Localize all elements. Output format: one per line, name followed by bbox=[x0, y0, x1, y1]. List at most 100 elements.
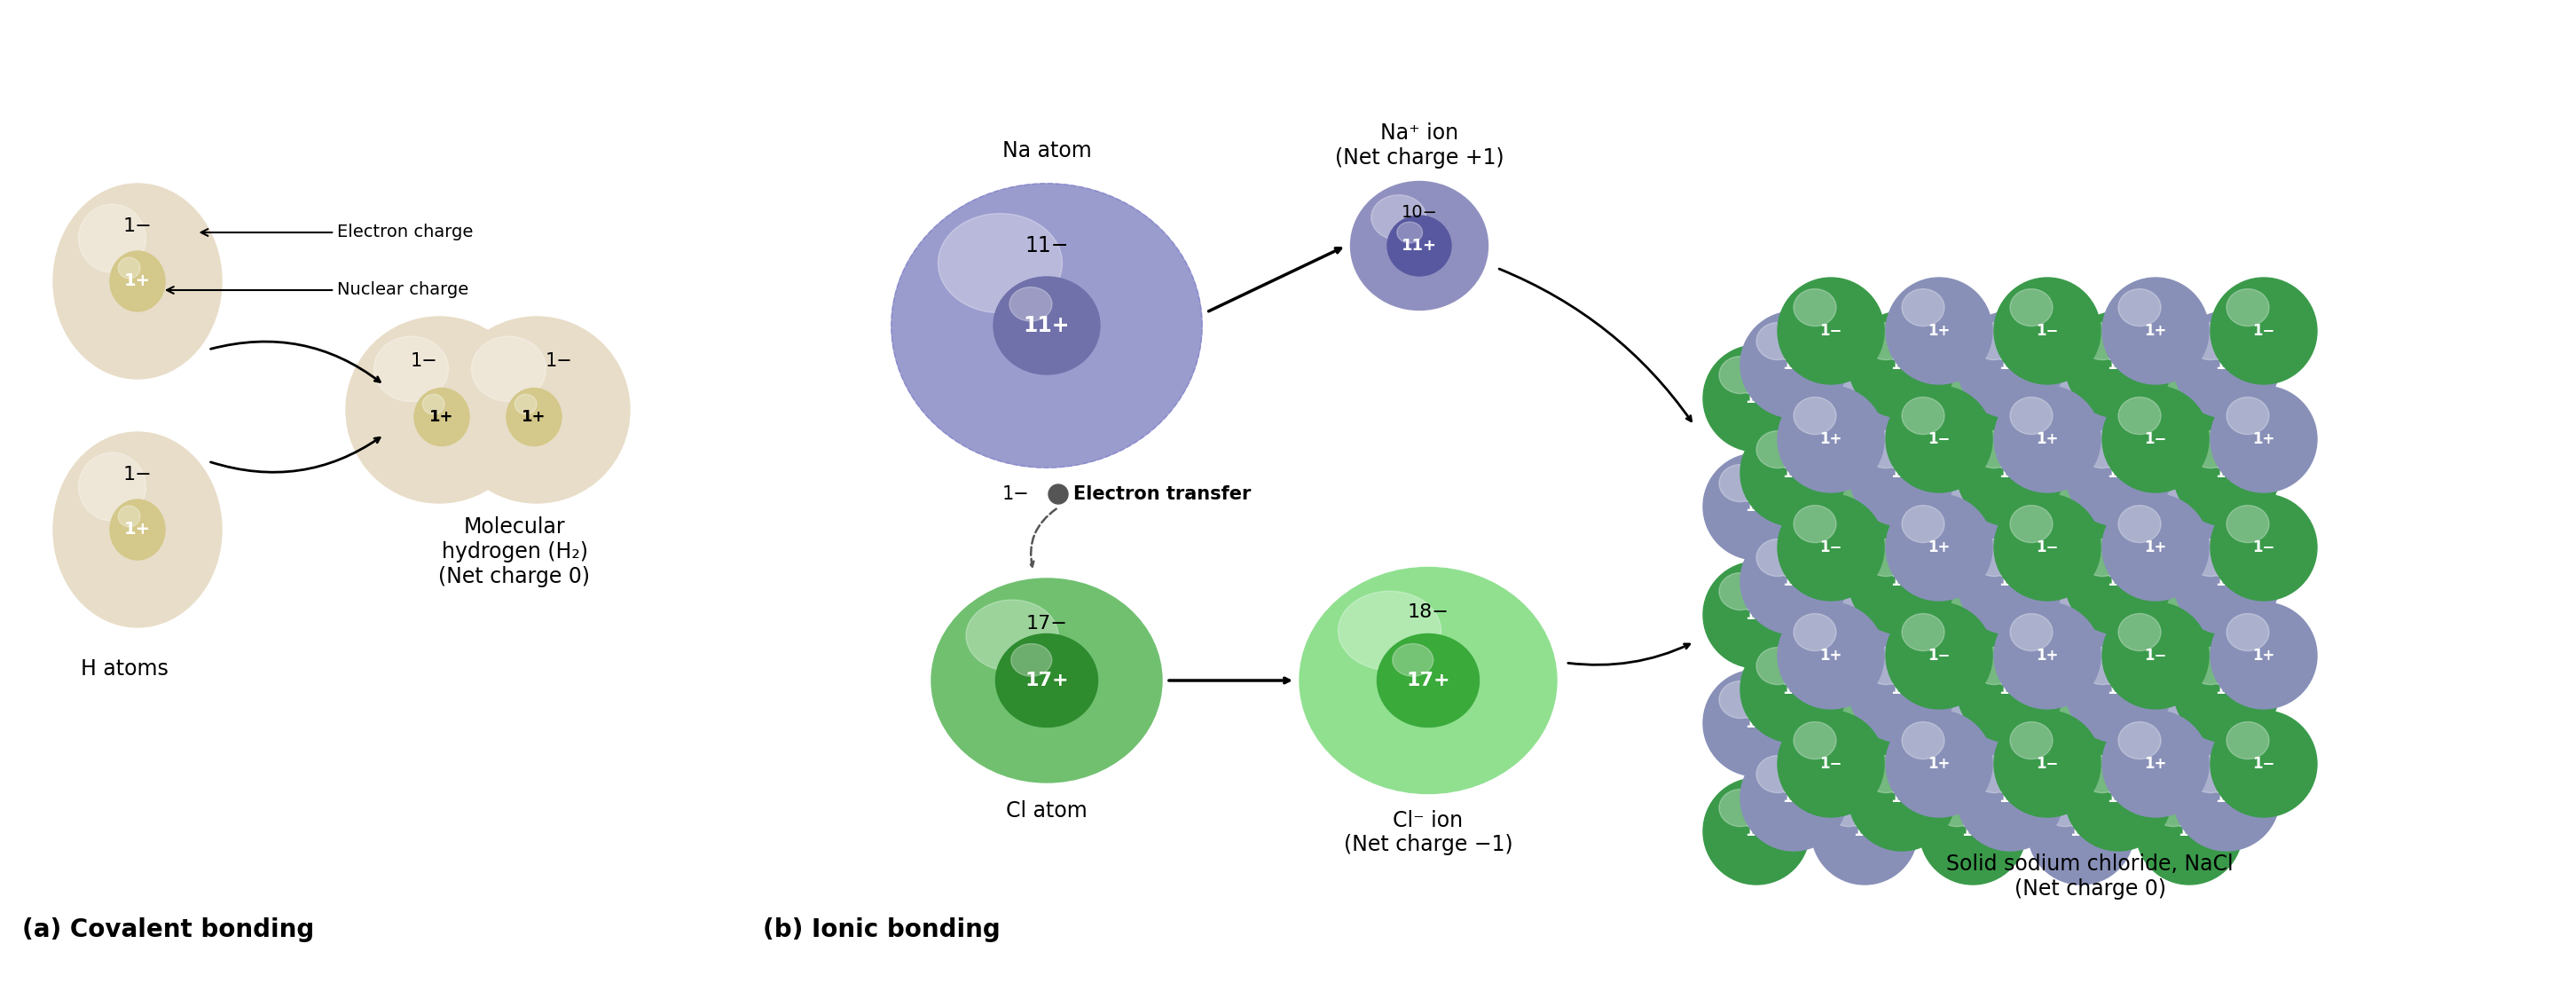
Ellipse shape bbox=[345, 317, 533, 503]
Ellipse shape bbox=[1886, 711, 1991, 818]
Ellipse shape bbox=[1703, 778, 1808, 885]
Text: 1+: 1+ bbox=[2069, 390, 2092, 406]
Text: 1−: 1− bbox=[2035, 539, 2058, 555]
Ellipse shape bbox=[1718, 789, 1762, 826]
Text: 1−: 1− bbox=[2143, 648, 2166, 664]
Ellipse shape bbox=[2081, 323, 2123, 360]
Ellipse shape bbox=[1901, 505, 1945, 543]
Ellipse shape bbox=[2102, 495, 2208, 601]
Text: 1−: 1− bbox=[1852, 498, 1875, 514]
Ellipse shape bbox=[1793, 721, 1837, 759]
Text: 1+: 1+ bbox=[1891, 682, 1914, 698]
Ellipse shape bbox=[1703, 562, 1808, 668]
Text: 1−: 1− bbox=[1960, 390, 1984, 406]
Ellipse shape bbox=[2027, 453, 2136, 560]
Ellipse shape bbox=[1793, 288, 1837, 326]
Ellipse shape bbox=[2210, 711, 2316, 818]
Ellipse shape bbox=[374, 336, 448, 401]
Ellipse shape bbox=[443, 317, 629, 503]
Ellipse shape bbox=[1718, 573, 1762, 610]
Ellipse shape bbox=[1826, 573, 1870, 610]
Text: 1+: 1+ bbox=[1927, 323, 1950, 339]
Ellipse shape bbox=[1777, 711, 1883, 818]
Ellipse shape bbox=[966, 600, 1059, 671]
Text: 1−: 1− bbox=[1783, 682, 1806, 698]
Text: 1−: 1− bbox=[1852, 716, 1875, 731]
Ellipse shape bbox=[1826, 465, 1870, 501]
Ellipse shape bbox=[1378, 634, 1479, 727]
Text: 1+: 1+ bbox=[2069, 824, 2092, 839]
Text: 1−: 1− bbox=[1783, 465, 1806, 481]
Ellipse shape bbox=[2210, 495, 2316, 601]
Ellipse shape bbox=[1886, 385, 1991, 493]
Ellipse shape bbox=[1777, 495, 1883, 601]
Ellipse shape bbox=[1850, 528, 1955, 634]
Text: 1+: 1+ bbox=[1852, 606, 1875, 622]
Ellipse shape bbox=[2081, 755, 2123, 793]
Ellipse shape bbox=[1703, 345, 1808, 452]
Text: 1−: 1− bbox=[1744, 606, 1767, 622]
Ellipse shape bbox=[1973, 539, 2014, 577]
Text: 1+: 1+ bbox=[2035, 648, 2058, 664]
Ellipse shape bbox=[2009, 397, 2053, 434]
Ellipse shape bbox=[1919, 670, 2027, 776]
Text: 1−: 1− bbox=[2177, 824, 2200, 839]
Ellipse shape bbox=[1741, 744, 1847, 851]
Text: Cl⁻ ion
(Net charge −1): Cl⁻ ion (Net charge −1) bbox=[1345, 810, 1512, 855]
Text: 1+: 1+ bbox=[2143, 539, 2166, 555]
Ellipse shape bbox=[1850, 636, 1955, 742]
Ellipse shape bbox=[2027, 778, 2136, 885]
Text: 10−: 10− bbox=[1401, 204, 1437, 221]
Ellipse shape bbox=[2027, 345, 2136, 452]
Ellipse shape bbox=[471, 336, 546, 401]
Text: Molecular
hydrogen (H₂)
(Net charge 0): Molecular hydrogen (H₂) (Net charge 0) bbox=[438, 516, 590, 587]
Ellipse shape bbox=[2027, 562, 2136, 668]
Ellipse shape bbox=[1793, 397, 1837, 434]
Ellipse shape bbox=[1793, 613, 1837, 651]
Text: 18−: 18− bbox=[1406, 604, 1448, 621]
Ellipse shape bbox=[1994, 495, 2099, 601]
Text: 1−: 1− bbox=[1960, 824, 1984, 839]
Ellipse shape bbox=[1865, 755, 1906, 793]
Ellipse shape bbox=[1703, 670, 1808, 776]
Ellipse shape bbox=[2102, 711, 2208, 818]
Ellipse shape bbox=[1757, 323, 1798, 360]
Text: 1+: 1+ bbox=[1819, 648, 1842, 664]
Text: 11+: 11+ bbox=[1401, 238, 1437, 254]
Text: 1−: 1− bbox=[1960, 606, 1984, 622]
Text: 1−: 1− bbox=[2143, 431, 2166, 447]
Ellipse shape bbox=[2009, 505, 2053, 543]
Ellipse shape bbox=[1901, 288, 1945, 326]
Text: 11−: 11− bbox=[1025, 236, 1069, 257]
Ellipse shape bbox=[1718, 681, 1762, 718]
Text: 1+: 1+ bbox=[2177, 716, 2200, 731]
Ellipse shape bbox=[118, 258, 139, 278]
Ellipse shape bbox=[1865, 647, 1906, 685]
Text: 1+: 1+ bbox=[1783, 573, 1806, 589]
Ellipse shape bbox=[1886, 277, 1991, 385]
Text: 1+: 1+ bbox=[2143, 323, 2166, 339]
Ellipse shape bbox=[1826, 789, 1870, 826]
Ellipse shape bbox=[77, 204, 147, 273]
Ellipse shape bbox=[2117, 721, 2161, 759]
Text: 1−: 1− bbox=[1891, 790, 1914, 806]
Ellipse shape bbox=[2043, 357, 2087, 393]
Text: 1−: 1− bbox=[124, 218, 152, 236]
Ellipse shape bbox=[2190, 647, 2231, 685]
Text: 1+: 1+ bbox=[124, 273, 152, 289]
Text: 1−: 1− bbox=[546, 352, 572, 370]
Ellipse shape bbox=[2117, 397, 2161, 434]
Ellipse shape bbox=[2174, 311, 2280, 418]
Ellipse shape bbox=[2190, 431, 2231, 468]
Ellipse shape bbox=[1741, 636, 1847, 742]
Ellipse shape bbox=[2043, 573, 2087, 610]
Text: 17+: 17+ bbox=[1025, 672, 1069, 690]
Ellipse shape bbox=[2174, 419, 2280, 526]
Ellipse shape bbox=[2174, 528, 2280, 634]
Text: 1+: 1+ bbox=[2069, 606, 2092, 622]
Text: 1−: 1− bbox=[1819, 323, 1842, 339]
Ellipse shape bbox=[2174, 636, 2280, 742]
Ellipse shape bbox=[2102, 603, 2208, 709]
Ellipse shape bbox=[2117, 505, 2161, 543]
Ellipse shape bbox=[111, 499, 165, 560]
